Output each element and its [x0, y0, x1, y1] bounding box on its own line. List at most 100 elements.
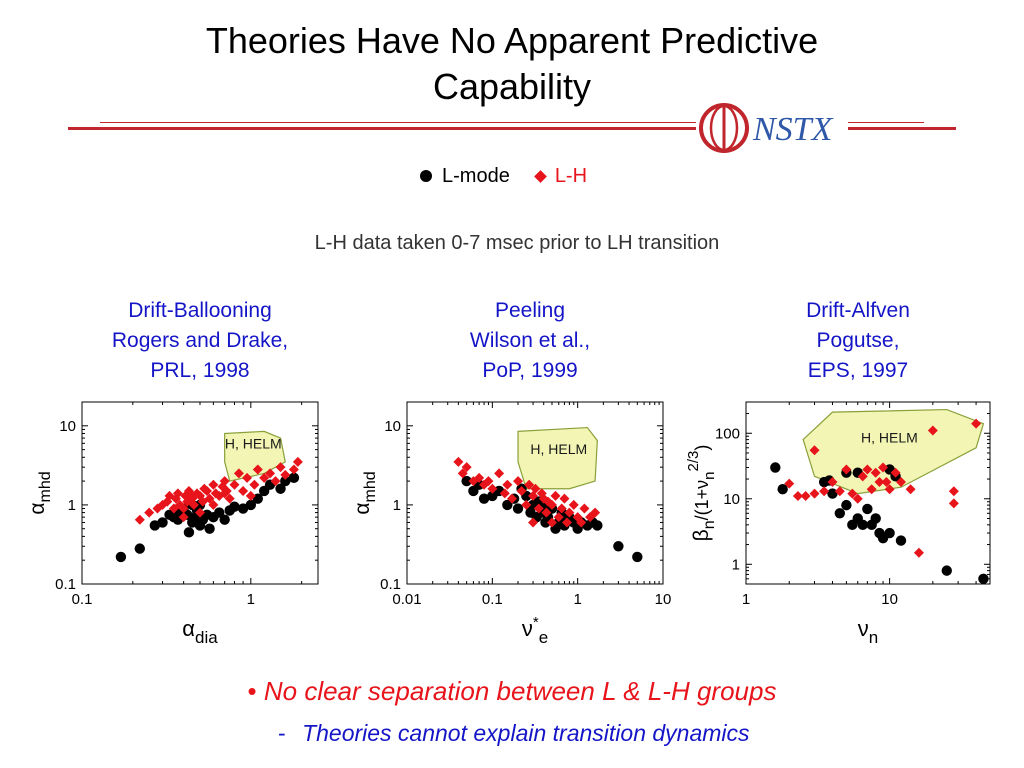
lmode-point: [777, 483, 788, 495]
x-axis-label-sup: *: [533, 614, 539, 631]
lh-point: [971, 418, 982, 429]
lh-point: [528, 517, 539, 528]
lmode-point: [827, 488, 838, 499]
lh-point: [784, 478, 795, 489]
lh-point: [913, 547, 924, 558]
lh-point: [494, 468, 505, 479]
y-tick-label: 1: [732, 556, 740, 573]
header-rule-left-thin: [100, 122, 696, 123]
sub-bullet-dash: -: [278, 720, 286, 746]
y-axis-label-tail: ): [692, 445, 712, 451]
x-axis-label: ν*e: [522, 614, 548, 647]
lh-point: [144, 507, 155, 518]
x-tick-label: 0.01: [392, 591, 421, 608]
panel-title-line: Rogers and Drake,: [111, 329, 289, 352]
lmode-point: [770, 462, 781, 473]
lmode-point: [245, 499, 257, 511]
lmode-point: [884, 527, 895, 539]
panel-title-line: PRL, 1998: [150, 359, 250, 382]
conclusion-text: No clear separation between L & L-H grou…: [263, 676, 777, 706]
x-tick-label: 0.1: [482, 591, 503, 608]
lh-point: [809, 488, 820, 499]
data-note: L-H data taken 0-7 msec prior to LH tran…: [314, 232, 720, 254]
lh-point: [238, 485, 249, 496]
lh-point: [499, 488, 510, 499]
lh-point: [541, 507, 552, 518]
lh-point: [792, 491, 803, 502]
lh-point: [927, 425, 938, 436]
slide-title-line1: Theories Have No Apparent Predictive: [205, 20, 819, 61]
lh-point: [533, 503, 544, 514]
sub-bullet: - Theories cannot explain transition dyn…: [278, 720, 750, 747]
y-axis-label-base: α: [26, 502, 49, 514]
lh-point: [516, 485, 527, 496]
y-tick-label: 10: [384, 418, 401, 435]
lh-point: [841, 464, 852, 475]
lmode-point: [512, 503, 524, 514]
y-axis-label-sub: n: [701, 520, 718, 529]
lh-point: [178, 503, 189, 514]
lh-point: [878, 462, 889, 473]
x-axis-label-base: α: [182, 616, 195, 641]
x-tick-label: 10: [881, 591, 898, 608]
panel-title-line: EPS, 1997: [807, 359, 909, 382]
lh-point: [172, 488, 183, 499]
panel-title-drift-alfven: Drift-Alfven Pogutse, EPS, 1997: [718, 296, 998, 386]
lh-point: [461, 462, 472, 473]
lh-point: [546, 499, 557, 510]
x-axis-label-base: ν: [858, 616, 869, 641]
lh-point: [474, 472, 485, 483]
lmode-point: [204, 523, 215, 534]
helm-region-label: H, HELM: [861, 430, 918, 446]
lmode-point: [214, 507, 225, 518]
lh-point: [208, 479, 219, 490]
panel-title-line: Drift-Ballooning: [128, 299, 272, 322]
lh-point: [579, 503, 590, 514]
lh-point: [288, 464, 299, 475]
lh-point: [550, 490, 561, 501]
y-axis-label-sup: 2/3: [685, 451, 702, 472]
lh-point: [890, 467, 901, 478]
x-axis-label-sub: e: [539, 628, 548, 647]
lh-point: [201, 485, 212, 496]
y-tick-label: 100: [715, 425, 740, 442]
lh-point: [819, 486, 830, 497]
lmode-point: [134, 543, 146, 554]
legend-marker-diamond: [533, 169, 547, 183]
lh-point: [564, 507, 575, 518]
y-axis-label-base: α: [351, 502, 374, 514]
bullet-marker: •: [247, 676, 257, 706]
nstx-logo-text: NSTX: [752, 111, 834, 148]
lmode-point: [237, 503, 249, 514]
lh-point: [857, 471, 868, 482]
y-axis-label: αmhd: [351, 471, 379, 514]
lh-point: [229, 479, 240, 490]
lmode-point: [632, 551, 643, 563]
lh-point: [862, 464, 873, 475]
lh-point: [874, 477, 885, 488]
x-tick-label: 10: [655, 591, 672, 608]
legend-label-lh: L-H: [554, 164, 588, 187]
lh-point: [847, 488, 858, 499]
lh-point: [948, 486, 959, 497]
lh-point: [292, 456, 303, 467]
legend-marker-circle: [420, 170, 432, 182]
x-tick-label: 1: [247, 591, 255, 608]
lmode-point: [157, 517, 168, 528]
lh-point: [870, 467, 881, 478]
y-axis-label-mid: /(1+ν: [692, 480, 712, 521]
x-tick-label: 1: [742, 591, 750, 608]
lmode-point: [978, 573, 989, 585]
lh-point: [157, 499, 168, 510]
panel-title-drift-ballooning: Drift-Ballooning Rogers and Drake, PRL, …: [60, 296, 340, 386]
helm-region: [517, 426, 598, 490]
lh-point: [265, 468, 276, 479]
panel-title-peeling: Peeling Wilson et al., PoP, 1999: [390, 296, 670, 386]
lh-point: [562, 517, 573, 528]
lmode-point: [229, 501, 240, 512]
lh-point: [572, 512, 583, 523]
lh-point: [553, 512, 564, 523]
lh-point: [590, 507, 601, 518]
